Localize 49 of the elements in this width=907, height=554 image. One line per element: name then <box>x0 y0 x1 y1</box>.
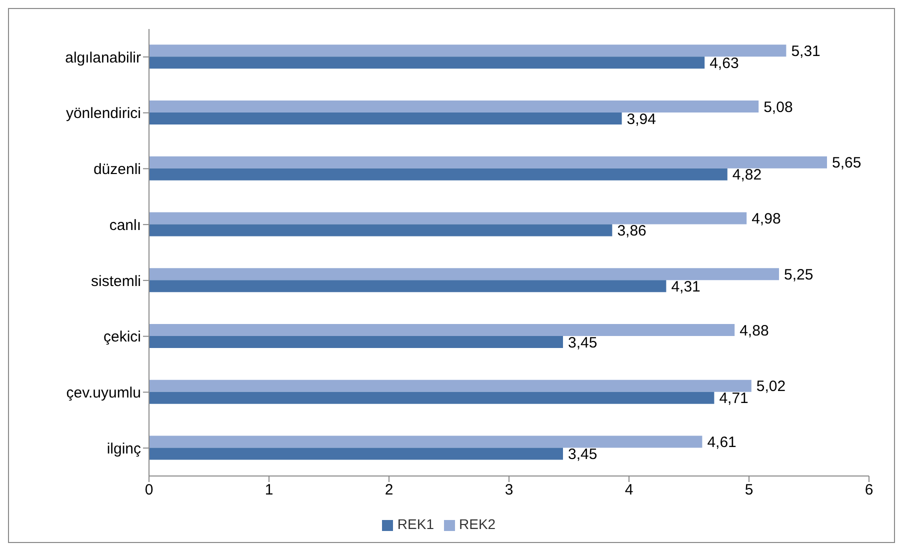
bar <box>149 44 786 57</box>
y-tick-label: ilginç <box>106 440 142 458</box>
bar <box>149 168 728 180</box>
bar <box>149 280 666 292</box>
bar <box>149 224 612 236</box>
data-label: 5,08 <box>764 98 793 116</box>
data-label: 3,86 <box>617 222 646 240</box>
data-label: 4,61 <box>707 434 736 452</box>
y-tick-label: algılanabilir <box>65 49 141 66</box>
data-label: 4,88 <box>740 322 769 340</box>
legend-label: REK2 <box>459 516 496 532</box>
data-label: 4,82 <box>732 166 762 184</box>
y-tick-label: çev.uyumlu <box>66 384 141 402</box>
x-tick-label: 2 <box>384 482 394 499</box>
data-label: 5,02 <box>756 378 786 396</box>
y-tick-label: yönlendirici <box>66 105 141 122</box>
x-tick-label: 4 <box>624 482 634 499</box>
bar <box>149 324 735 336</box>
bar <box>149 56 705 69</box>
data-label: 4,71 <box>719 390 748 408</box>
data-label: 4,31 <box>671 278 700 296</box>
x-tick-label: 0 <box>144 482 154 499</box>
data-label: 5,25 <box>784 266 814 284</box>
bar <box>149 212 747 224</box>
bar <box>149 336 563 348</box>
x-tick-label: 3 <box>504 482 514 499</box>
bar <box>149 392 714 404</box>
bar <box>149 380 752 392</box>
data-label: 5,65 <box>832 154 862 172</box>
x-tick-label: 6 <box>864 482 874 499</box>
data-label: 4,63 <box>710 54 739 72</box>
data-label: 4,98 <box>752 210 781 228</box>
bar <box>149 268 779 280</box>
data-label: 3,45 <box>568 334 598 352</box>
bar <box>149 156 827 168</box>
y-tick-label: düzenli <box>93 161 141 178</box>
bar <box>149 112 622 125</box>
y-tick-label: çekici <box>103 328 141 346</box>
bar <box>149 100 759 113</box>
x-tick-label: 1 <box>264 482 274 499</box>
bar <box>149 448 563 460</box>
y-tick-label: canlı <box>109 216 141 234</box>
data-label: 3,94 <box>626 110 656 128</box>
bar <box>149 436 702 448</box>
legend-label: REK1 <box>397 516 434 532</box>
y-tick-label: sistemli <box>90 272 141 290</box>
x-tick-label: 5 <box>744 482 754 499</box>
data-label: 5,31 <box>791 42 820 60</box>
data-label: 3,45 <box>568 446 598 464</box>
